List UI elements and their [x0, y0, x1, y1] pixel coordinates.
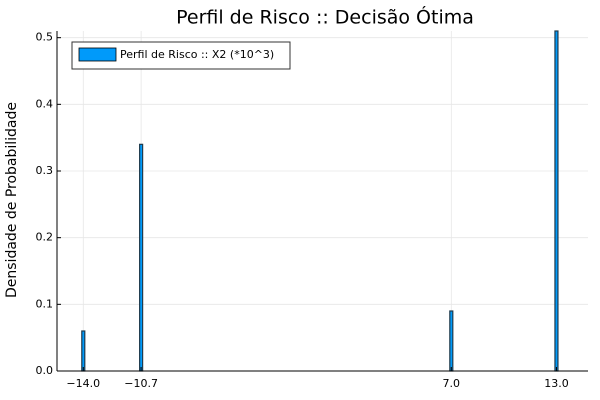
bar — [449, 310, 454, 372]
y-tick-label: 0.0 — [36, 364, 54, 377]
y-ticks: 0.0 0.1 0.2 0.3 0.4 0.5 — [36, 31, 61, 377]
bars — [81, 30, 559, 372]
y-tick-label: 0.4 — [36, 97, 54, 110]
bar — [554, 30, 559, 372]
y-tick-label: 0.3 — [36, 164, 54, 177]
legend-swatch — [78, 47, 117, 62]
y-tick-label: 0.5 — [36, 31, 54, 44]
y-tick-label: 0.1 — [36, 297, 54, 310]
chart-title: Perfil de Risco :: Decisão Ótima — [176, 5, 474, 29]
bar — [81, 330, 86, 372]
legend: Perfil de Risco :: X2 (*10^3) — [71, 41, 291, 70]
x-tick-label: −10.7 — [124, 377, 158, 390]
grid-lines — [57, 31, 588, 372]
axes — [56, 31, 588, 372]
x-ticks: −14.0 −10.7 7.0 13.0 — [66, 367, 569, 390]
legend-label: Perfil de Risco :: X2 (*10^3) — [120, 48, 274, 61]
x-tick-label: −14.0 — [66, 377, 100, 390]
x-tick-label: 13.0 — [544, 377, 569, 390]
x-tick-label: 7.0 — [443, 377, 461, 390]
y-axis-label: Densidade de Probabilidade — [4, 102, 20, 298]
bar — [139, 143, 144, 372]
y-tick-label: 0.2 — [36, 231, 54, 244]
